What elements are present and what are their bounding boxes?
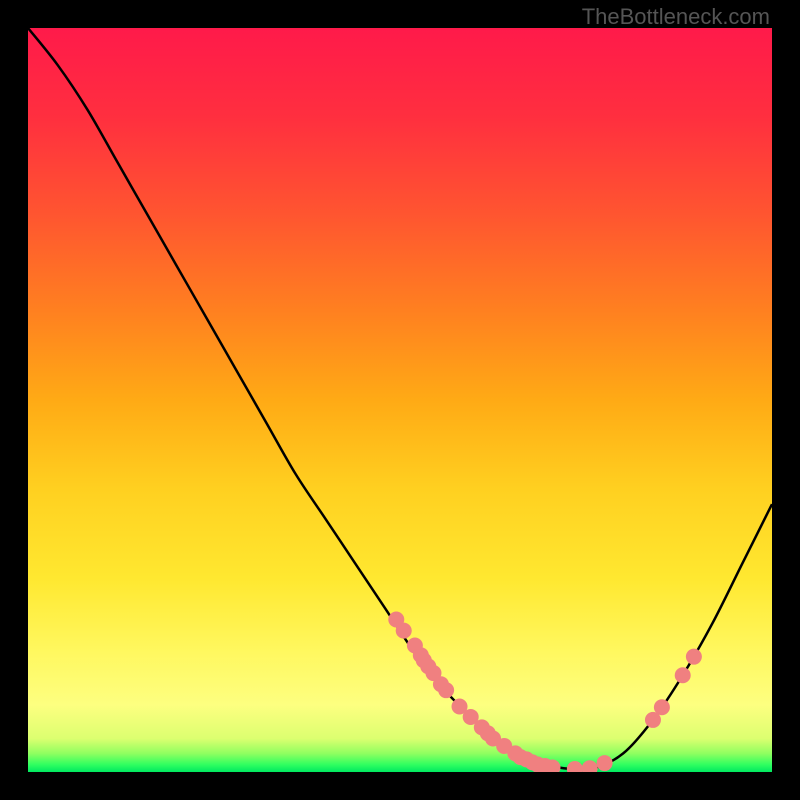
data-marker xyxy=(438,682,454,698)
data-marker xyxy=(686,649,702,665)
data-marker xyxy=(675,667,691,683)
bottleneck-chart xyxy=(28,28,772,772)
watermark-text: TheBottleneck.com xyxy=(582,4,770,30)
data-marker xyxy=(396,623,412,639)
data-marker xyxy=(654,699,670,715)
data-marker xyxy=(597,755,613,771)
chart-svg xyxy=(28,28,772,772)
